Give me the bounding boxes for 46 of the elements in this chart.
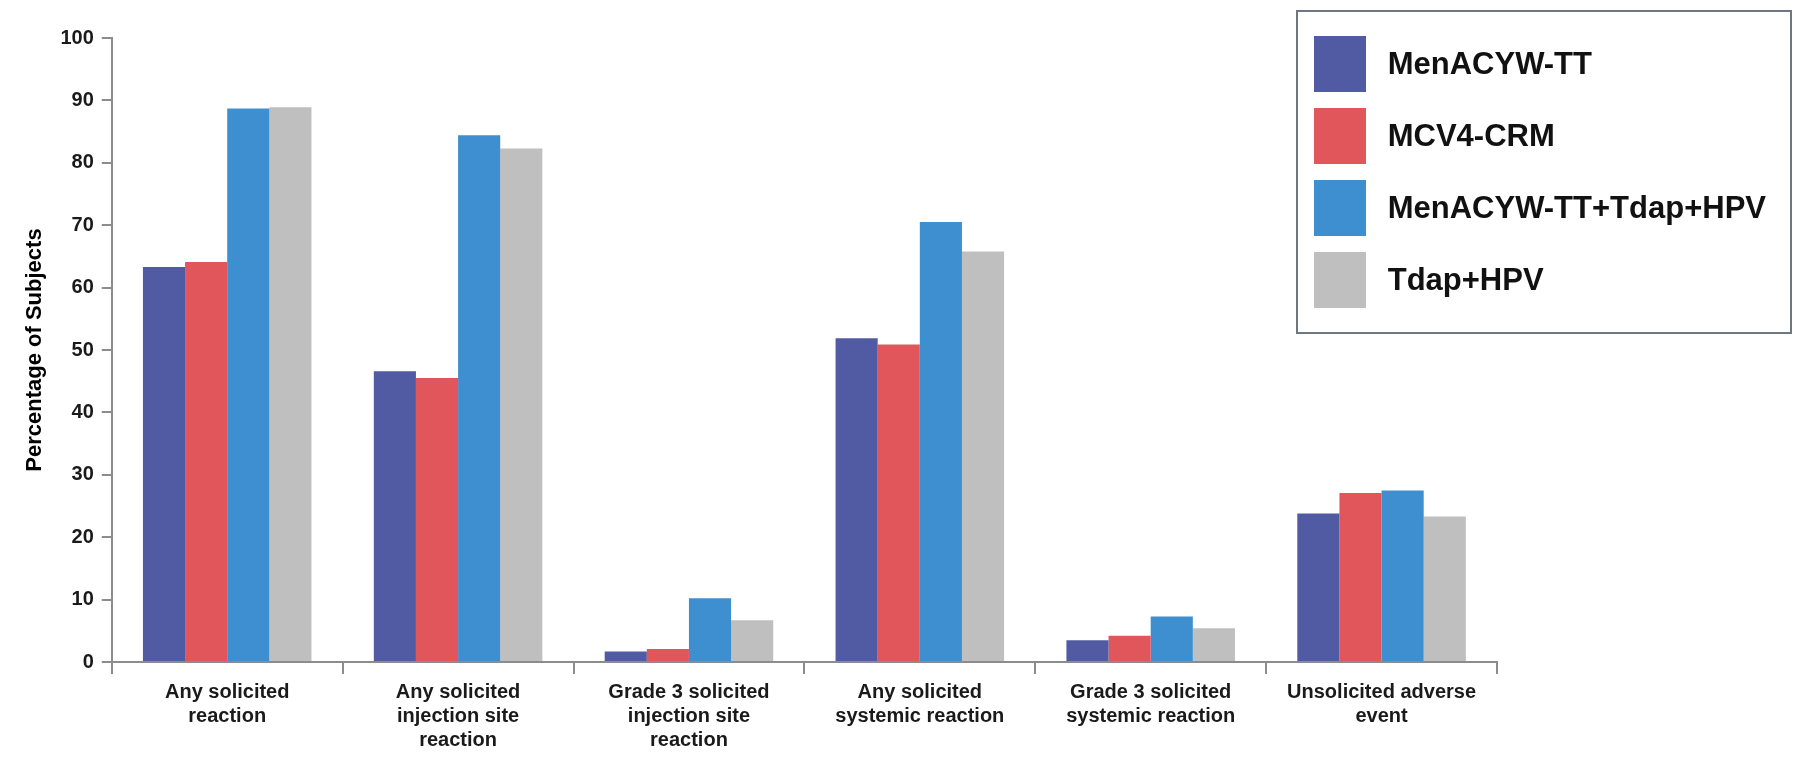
y-tick-label: 70 <box>71 212 94 235</box>
legend-label: Tdap+HPV <box>1387 262 1544 298</box>
y-tick-label: 40 <box>71 399 94 422</box>
x-tick-label: Any solicited reaction <box>164 679 290 726</box>
bar <box>1381 490 1424 661</box>
bar <box>835 338 878 661</box>
y-tick-label: 100 <box>60 25 94 48</box>
bar <box>1192 628 1235 661</box>
bar <box>604 651 647 661</box>
bar <box>458 135 501 661</box>
y-tick-label: 10 <box>71 587 94 610</box>
x-tick-label: Grade 3 solicited systemic reaction <box>1066 679 1236 726</box>
bar <box>373 371 416 661</box>
bar <box>500 148 543 661</box>
bar <box>1423 516 1466 661</box>
y-tick-label: 30 <box>71 462 94 485</box>
y-tick-label: 50 <box>71 337 94 360</box>
bar <box>961 251 1005 661</box>
y-tick-label: 0 <box>82 649 94 672</box>
x-tick-label: Unsolicited adverse event <box>1287 679 1477 726</box>
bar <box>646 648 689 661</box>
bar <box>1339 492 1382 661</box>
y-tick-label: 20 <box>71 524 94 547</box>
legend-label: MenACYW-TT <box>1387 46 1592 82</box>
bar <box>919 222 962 661</box>
y-tick-label: 60 <box>71 275 94 298</box>
bar <box>1297 513 1340 661</box>
bar <box>185 262 228 661</box>
legend-label: MenACYW-TT+Tdap+HPV <box>1387 190 1766 226</box>
x-tick-label: Any solicited injection site reaction <box>395 679 521 750</box>
bar <box>142 267 186 661</box>
bar <box>415 378 459 661</box>
legend-label: MCV4-CRM <box>1387 118 1555 154</box>
y-axis-title: Percentage of Subjects <box>21 228 47 472</box>
y-tick-label: 90 <box>71 87 94 110</box>
bar <box>1150 616 1193 661</box>
bar <box>269 107 312 661</box>
bar <box>731 620 774 661</box>
x-tick-label: Any solicited systemic reaction <box>835 679 1005 726</box>
bar <box>1108 635 1151 661</box>
bar <box>1066 640 1109 661</box>
y-tick-label: 80 <box>71 150 94 173</box>
bar <box>877 344 920 661</box>
bar <box>227 108 270 661</box>
x-tick-label: Grade 3 solicited injection site reaction <box>608 679 770 750</box>
bar <box>688 598 732 661</box>
